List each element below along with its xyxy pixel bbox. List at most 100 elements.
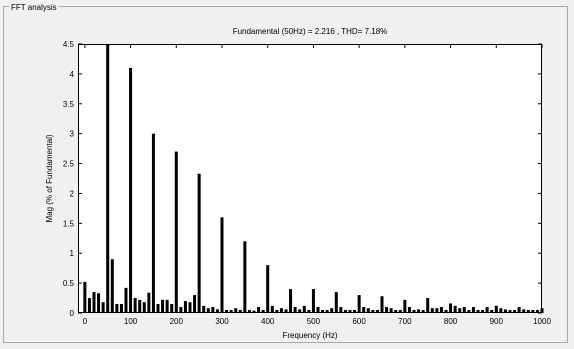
y-axis-label: Mag (% of Fundamental) [45,134,54,222]
bar [279,308,283,313]
bar [138,299,142,313]
bar [458,308,462,313]
bar [124,287,128,313]
panel-title: FFT analysis [9,3,59,12]
bar [490,310,494,313]
bar [339,307,343,313]
bar [206,308,210,313]
bars-group [83,44,544,313]
y-tick-label: 2.5 [63,160,75,169]
bar [284,309,288,313]
bar [110,259,114,313]
bar [449,303,453,313]
bar [215,309,219,313]
x-tick-label: 700 [398,317,412,326]
bar [234,308,238,313]
plot-frame [78,44,542,313]
x-tick-label: 600 [352,317,366,326]
bar [467,310,471,313]
bar [275,310,279,313]
bar [115,304,119,313]
bar [252,310,256,313]
x-tick-label: 100 [124,317,138,326]
x-tick-label: 0 [83,317,88,326]
bar [481,310,485,313]
bar [426,298,430,313]
x-tick-label: 400 [261,317,275,326]
bar [238,310,242,313]
bar [316,307,320,313]
bar [270,305,274,313]
x-tick-label: 300 [215,317,229,326]
bar [257,307,261,313]
bar [430,308,434,313]
bar [289,289,293,313]
bar [325,310,329,313]
bar [106,44,110,313]
bar [499,308,503,313]
bar [453,305,457,313]
bar [147,292,151,313]
bar [311,289,315,313]
bar [302,305,306,313]
bar [353,310,357,313]
bar [92,292,96,313]
bar [444,310,448,313]
bar [517,307,521,313]
bar [119,304,123,313]
bar [403,299,407,313]
bar [417,309,421,313]
bar [174,151,178,313]
bar [439,307,443,313]
bar [407,307,411,313]
axes-group: 0 100 200 300 400 500 600 700 800 900 1000 0 0.5 1 1.5… [63,40,552,326]
y-tick-label: 3 [70,130,75,139]
x-tick-label: 900 [490,317,504,326]
x-tick-label: 500 [307,317,321,326]
bar [101,302,105,313]
bar [513,310,517,313]
bar [508,310,512,313]
bar [389,308,393,313]
bar [243,241,247,313]
x-axis-label: Frequency (Hz) [282,331,337,340]
fft-analysis-panel: FFT analysis [3,3,568,343]
y-tick-label: 3.5 [63,100,75,109]
bar [522,309,526,313]
bar [307,310,311,313]
bar [266,265,270,313]
bar [183,301,187,313]
bar [225,310,229,313]
bar [366,308,370,313]
bar [129,67,133,313]
x-tick-label: 200 [170,317,184,326]
y-tick-label: 1.5 [63,219,75,228]
y-tick-label: 0 [70,309,75,318]
bar [197,173,201,313]
bar [334,292,338,313]
bar [97,293,101,313]
bar [220,217,224,313]
y-tick-label: 1 [70,249,75,258]
bar [535,310,539,313]
bar [229,310,233,313]
bar [165,299,169,313]
bar [247,310,251,313]
bar [462,307,466,313]
bar [193,295,197,313]
bar [343,310,347,313]
bar [526,310,530,313]
x-tick-label: 1000 [533,317,551,326]
y-tick-label: 4 [70,70,75,79]
bar [485,307,489,313]
bar [357,295,361,313]
bar [421,310,425,313]
y-tick-label: 0.5 [63,279,75,288]
bar [380,296,384,313]
bar [87,298,91,313]
bar [531,310,535,313]
bar [398,310,402,313]
bar [394,310,398,313]
bar [293,307,297,313]
